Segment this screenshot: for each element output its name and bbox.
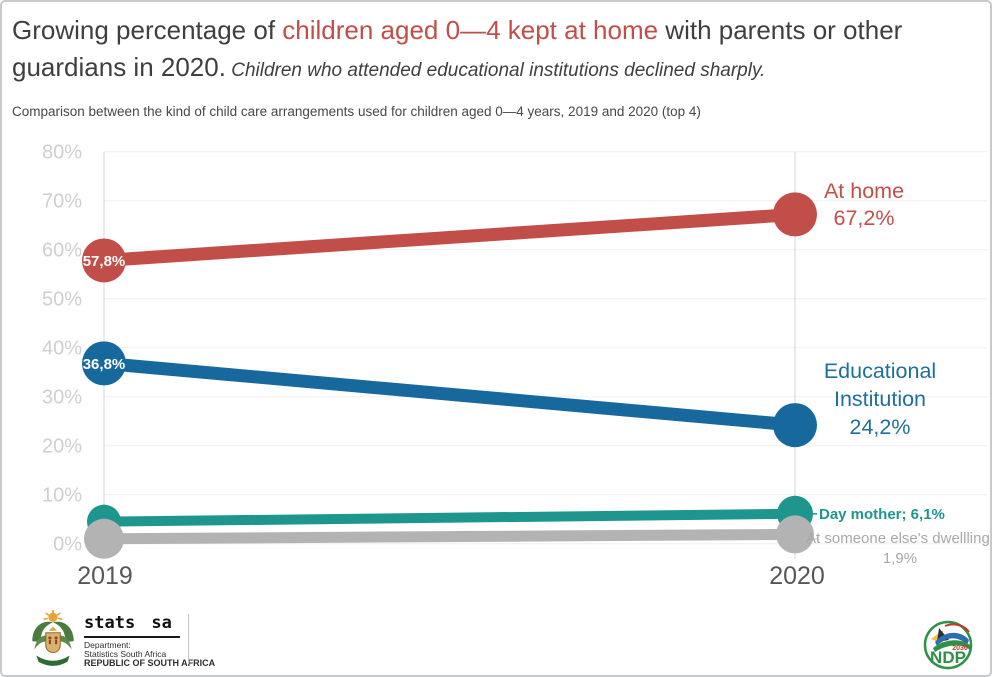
coat-bird: [48, 626, 58, 631]
y-tick-label: 30%: [42, 387, 82, 409]
dwelling-label: At someone else's dwellling;: [806, 530, 992, 547]
statssa-logo-text: stats sa Department: Statistics South Af…: [84, 613, 215, 668]
title-text-2: with parents or other guardians in 2020.: [12, 15, 903, 82]
edu-value: 24,2%: [849, 415, 911, 439]
annotation-educational-institution: Educational Institution 24,2%: [805, 357, 955, 441]
statssa-dept-line2: Statistics South Africa: [84, 649, 167, 659]
edu-label-line1: Educational: [823, 359, 937, 383]
x-axis-label-2020: 2020: [769, 562, 825, 590]
title-subnote: Children who attended educational instit…: [225, 60, 766, 81]
statssa-dept-line3: REPUBLIC OF SOUTH AFRICA: [84, 658, 216, 668]
y-tick-label: 60%: [42, 240, 82, 262]
page-title: Growing percentage of children aged 0—4 …: [12, 12, 967, 89]
y-tick-label: 20%: [42, 436, 82, 458]
coat-sun: [43, 610, 63, 622]
ndp-green-band: [933, 640, 971, 652]
ndp-name: NDP: [930, 648, 966, 667]
coat-shield: [45, 632, 61, 653]
annotation-at-home: At home 67,2%: [799, 178, 929, 232]
data-point-2019-2: [82, 341, 126, 386]
statssa-dept-line1: Department:: [84, 640, 131, 650]
y-tick-label: 10%: [42, 485, 82, 507]
coat-banner: [36, 655, 70, 666]
ndp-blue-band: [935, 632, 969, 646]
annotation-day-mother: Day mother; 6,1%: [819, 506, 945, 523]
at-home-value: 67,2%: [833, 206, 895, 230]
y-tick-label: 70%: [42, 191, 82, 213]
ndp-logo-icon: 2030 NDP: [923, 620, 973, 670]
y-tick-label: 0%: [53, 534, 82, 556]
y-tick-label: 50%: [42, 289, 82, 311]
x-axis-label-2019: 2019: [77, 562, 133, 590]
chart-subtitle: Comparison between the kind of child car…: [12, 104, 701, 119]
data-point-2020-4: [776, 515, 814, 554]
data-point-2019-4: [84, 518, 124, 559]
data-point-2020-1: [773, 192, 817, 237]
title-text: Growing percentage of: [12, 15, 283, 45]
footer-divider: [188, 614, 189, 664]
point-label-2019-2: 36,8%: [83, 356, 126, 373]
point-label-2019-1: 57,8%: [83, 253, 126, 270]
series-line-1: [103, 207, 796, 267]
data-point-2020-2: [773, 403, 817, 448]
y-tick-label: 40%: [42, 338, 82, 360]
series-line-4: [103, 528, 796, 545]
data-point-2019-1: [82, 238, 126, 283]
y-tick-label: 80%: [42, 142, 82, 164]
series-line-3: [103, 508, 796, 527]
statssa-brand: stats sa: [84, 613, 172, 633]
title-highlight: children aged 0—4 kept at home: [282, 15, 659, 45]
at-home-label: At home: [823, 179, 905, 203]
statssa-rule: [84, 636, 180, 638]
ndp-year: 2030: [952, 645, 968, 652]
annotation-dwelling: At someone else's dwellling; 1,9%: [804, 529, 992, 569]
dwelling-value: 1,9%: [882, 550, 918, 567]
edu-label-line2: Institution: [833, 387, 927, 411]
series-line-2: [103, 356, 796, 432]
coat-of-arms-icon: [32, 610, 74, 666]
ndp-red-arc: [944, 623, 970, 633]
